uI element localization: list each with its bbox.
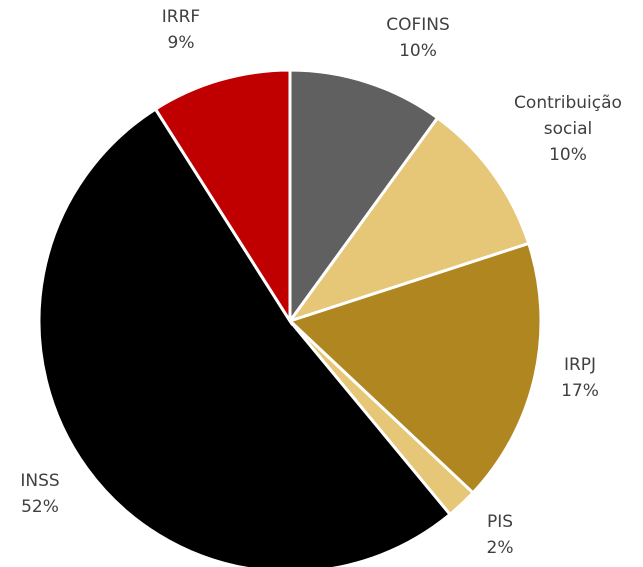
pie-slice (288, 68, 440, 326)
slice-value-label: 9% (168, 33, 195, 53)
slice-label: INSS (20, 471, 59, 491)
slice-value-label: 10% (399, 41, 437, 61)
slice-label: PIS (487, 512, 513, 532)
slice-label: COFINS (386, 15, 450, 35)
slice-value-label: 10% (549, 145, 587, 165)
pie-slice (153, 68, 292, 327)
slice-label: IRPJ (564, 355, 596, 375)
slice-value-label: 52% (21, 497, 59, 517)
slice-label: Contribuição social (514, 93, 622, 139)
slice-value-label: 17% (561, 381, 599, 401)
pie-slice (287, 241, 543, 495)
pie-slice (37, 107, 453, 567)
pie-slice (286, 115, 531, 324)
slice-label: IRRF (162, 7, 200, 27)
slice-value-label: 2% (487, 538, 514, 558)
